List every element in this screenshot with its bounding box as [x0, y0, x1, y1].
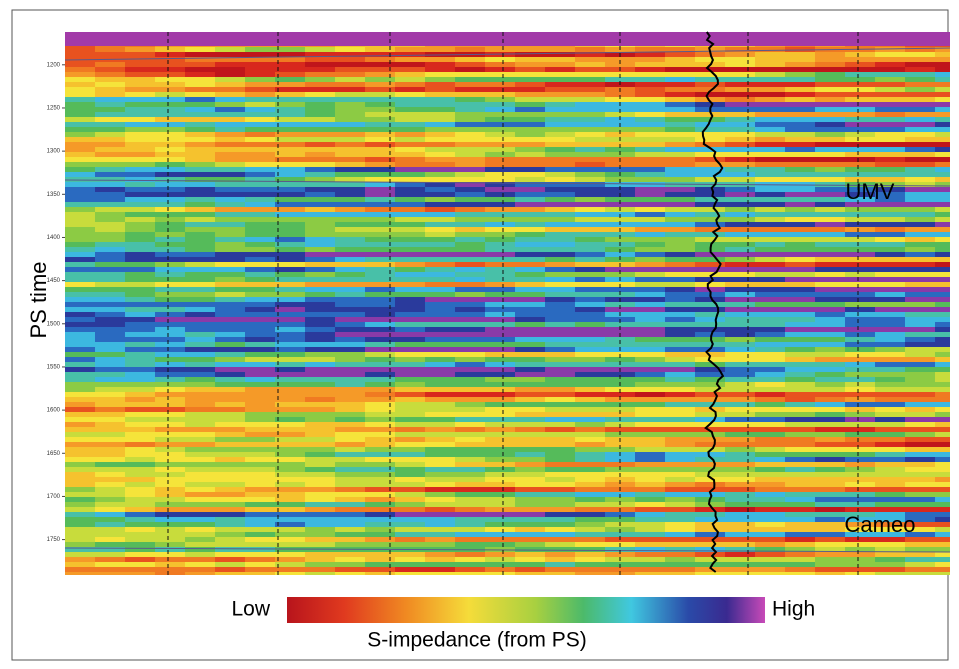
- band: [785, 572, 816, 578]
- band: [425, 572, 456, 578]
- band: [665, 572, 696, 578]
- y-tick-label: 1500: [47, 321, 61, 327]
- band: [155, 572, 186, 578]
- band: [95, 572, 126, 578]
- colorbar-low: Low: [231, 598, 270, 621]
- band: [215, 572, 246, 578]
- top-band: [65, 32, 950, 46]
- y-tick-label: 1550: [47, 365, 61, 371]
- band: [305, 572, 336, 578]
- band: [815, 572, 846, 578]
- y-tick-label: 1300: [47, 149, 61, 155]
- band: [845, 572, 876, 578]
- horizon-label: UMV: [846, 179, 895, 204]
- band: [125, 572, 156, 578]
- y-tick-label: 1250: [47, 106, 61, 112]
- band: [545, 572, 576, 578]
- y-tick-label: 1600: [47, 408, 61, 414]
- band: [935, 572, 959, 578]
- y-tick-label: 1700: [47, 494, 61, 500]
- band: [635, 572, 666, 578]
- horizon-label: Cameo: [845, 512, 916, 537]
- y-tick-label: 1400: [47, 235, 61, 241]
- band: [695, 572, 726, 578]
- y-tick-label: 1750: [47, 537, 61, 543]
- band: [515, 572, 546, 578]
- band: [365, 572, 396, 578]
- band: [725, 572, 756, 578]
- band: [395, 572, 426, 578]
- band: [575, 572, 606, 578]
- colorbar: [287, 597, 765, 623]
- band: [905, 572, 936, 578]
- band: [275, 572, 306, 578]
- band: [455, 572, 486, 578]
- band: [485, 572, 516, 578]
- band: [245, 572, 276, 578]
- y-tick-label: 1200: [47, 62, 61, 68]
- band: [755, 572, 786, 578]
- y-tick-label: 1350: [47, 192, 61, 198]
- colorbar-high: High: [772, 598, 815, 621]
- band: [875, 572, 906, 578]
- band: [65, 572, 96, 578]
- band: [335, 572, 366, 578]
- y-tick-label: 1650: [47, 451, 61, 457]
- band: [185, 572, 216, 578]
- seismic-image: [65, 32, 959, 578]
- y-tick-label: 1450: [47, 278, 61, 284]
- colorbar-title: S-impedance (from PS): [367, 629, 586, 652]
